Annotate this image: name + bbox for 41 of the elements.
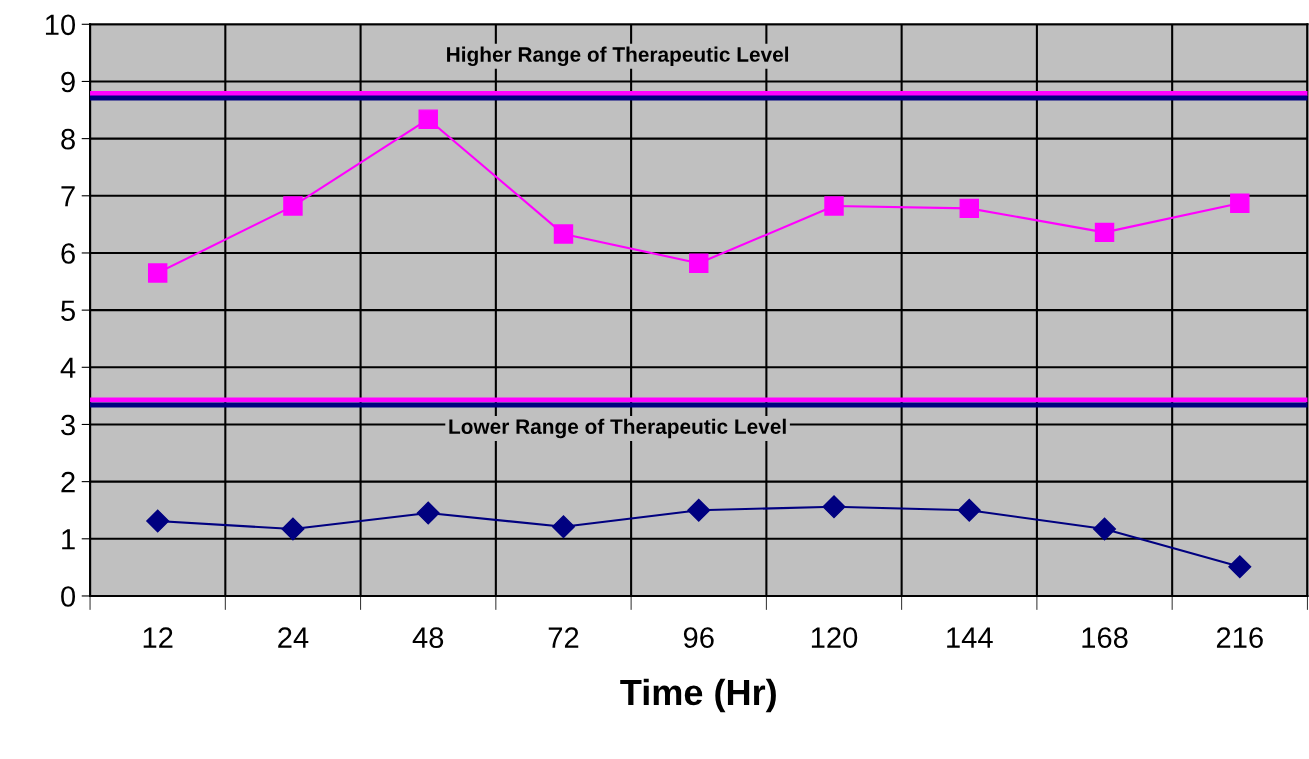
point <box>283 196 303 216</box>
point <box>553 224 574 244</box>
y-tick-label: 3 <box>61 414 75 436</box>
point <box>959 198 979 219</box>
point <box>281 517 305 541</box>
x-tick-label: 168 <box>1082 627 1128 648</box>
point <box>1228 555 1252 579</box>
x-tick-label: 120 <box>811 627 858 648</box>
point <box>822 495 846 519</box>
x-tick-label: 24 <box>278 627 309 648</box>
x-tick-label: 96 <box>683 627 714 648</box>
point <box>551 515 575 539</box>
x-tick-label: 72 <box>548 627 579 648</box>
y-tick-label: 6 <box>61 243 75 264</box>
point <box>418 109 438 129</box>
point <box>147 263 168 283</box>
y-tick-label: 1 <box>62 529 75 550</box>
x-axis-title: Time (Hr) <box>620 678 776 713</box>
y-tick-label: 0 <box>61 586 76 607</box>
y-tick-label: 8 <box>61 128 75 150</box>
x-tick-label: 48 <box>412 627 444 648</box>
x-tick-label: 144 <box>947 627 993 648</box>
x-tick-label: 12 <box>143 627 173 648</box>
point <box>1230 193 1250 213</box>
y-tick-label: 7 <box>61 186 75 207</box>
point <box>689 253 709 273</box>
y-tick-label: 2 <box>61 471 75 493</box>
y-tick-label: 4 <box>60 357 76 378</box>
point <box>416 501 440 525</box>
point <box>146 509 170 533</box>
ref-line-label: Lower Range of Therapeutic Level <box>449 418 786 439</box>
x-tick-label: 216 <box>1216 627 1263 648</box>
point <box>824 196 844 216</box>
y-tick-label: 5 <box>61 300 75 321</box>
y-tick-label: 9 <box>61 71 75 93</box>
ref-line-label: Higher Range of Therapeutic Level <box>447 46 789 67</box>
point <box>1093 517 1117 541</box>
point <box>1094 222 1115 243</box>
y-tick-label: 10 <box>45 14 76 36</box>
point <box>687 498 711 522</box>
point <box>957 498 981 522</box>
